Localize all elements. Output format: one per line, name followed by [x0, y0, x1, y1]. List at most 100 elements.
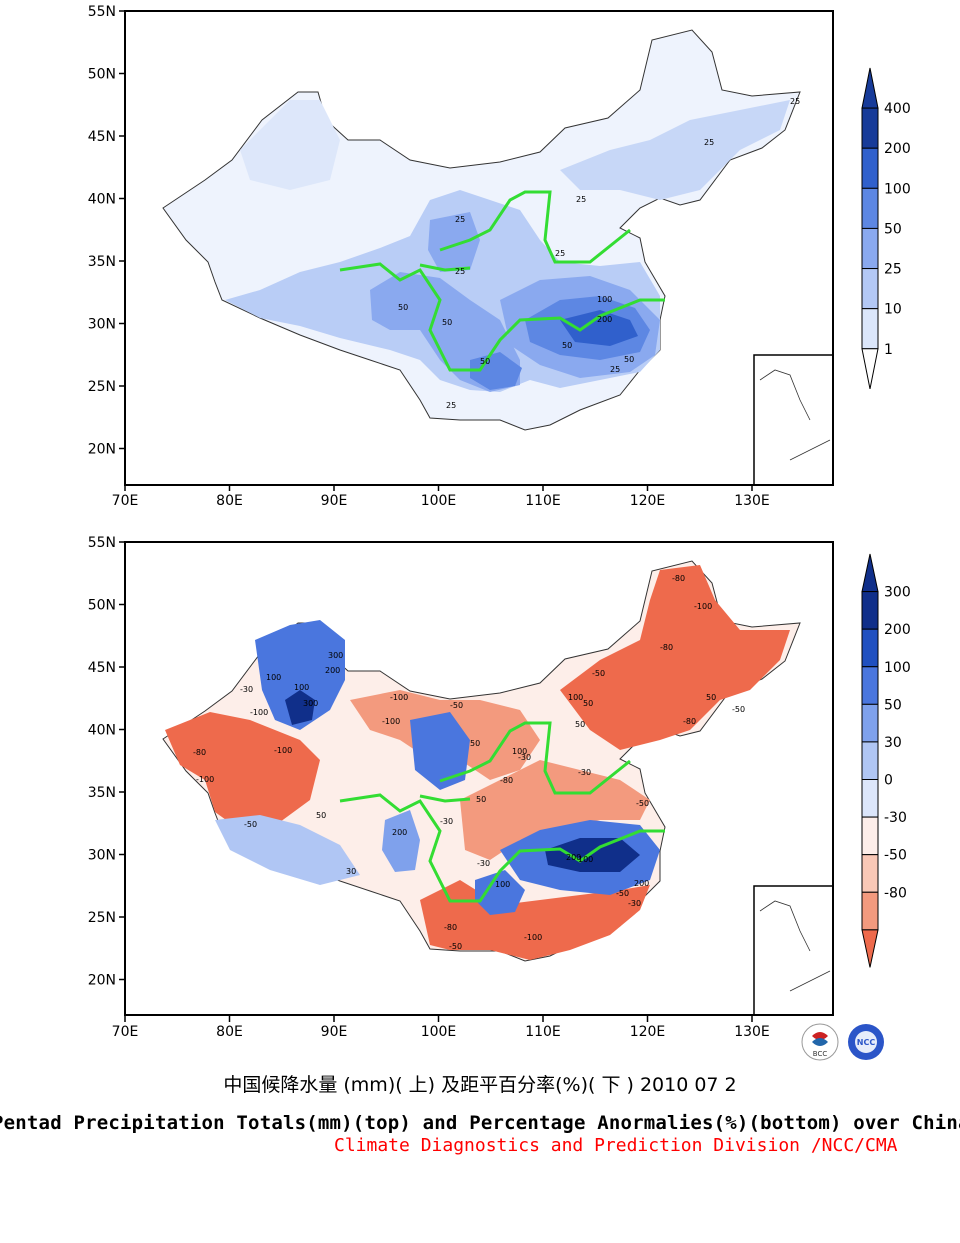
lon-label: 130E [734, 493, 770, 509]
contour-label: 200 [325, 666, 340, 675]
anomaly-neg-west [165, 712, 320, 830]
lat-label: 50N [88, 598, 116, 614]
colorbar-swatch [861, 854, 879, 893]
lat-label: 20N [88, 442, 116, 458]
lat-label: 45N [88, 129, 116, 145]
english-caption: Pentad Precipitation Totals(mm)(top) and… [0, 1112, 960, 1134]
lon-label: 100E [421, 1024, 457, 1040]
lon-label: 70E [112, 493, 139, 509]
precip-50-100-south [470, 352, 522, 390]
division-caption: Climate Diagnostics and Prediction Divis… [334, 1135, 898, 1156]
contour-label: -30 [578, 768, 591, 777]
contour-label: -30 [628, 899, 641, 908]
contour-label: 50 [442, 318, 452, 327]
colorbar-label: -80 [884, 885, 907, 901]
colorbar-swatch [861, 779, 879, 818]
anomaly-neg-northeast [560, 565, 790, 750]
precipitation-colorbar: 400 200 100 50 25 10 1 [861, 67, 911, 389]
contour-label: -100 [196, 775, 214, 784]
colorbar-label: 10 [884, 302, 902, 318]
contour-label: 200 [597, 315, 612, 324]
colorbar-swatch [861, 591, 879, 630]
contour-label: 50 [476, 795, 486, 804]
latitude-axis: 55N 50N 45N 40N 35N 30N 25N 20N [88, 535, 125, 989]
contour-label: 100 [495, 880, 510, 889]
colorbar-label: 50 [884, 697, 902, 713]
contour-label: 100 [578, 855, 593, 864]
contour-label: 100 [266, 673, 281, 682]
contour-label: 50 [575, 720, 585, 729]
colorbar-swatch [861, 187, 879, 229]
colorbar-swatch [861, 268, 879, 310]
colorbar-label: 30 [884, 735, 902, 751]
colorbar-label: 25 [884, 262, 902, 278]
lon-label: 110E [525, 493, 561, 509]
anomaly-pos-south [475, 870, 525, 915]
anomaly-map: -80 -100 -80 -50 100 300 200 -30 -100 -1… [88, 535, 911, 1040]
contour-label: -80 [193, 748, 206, 757]
colorbar-swatch [861, 703, 879, 743]
contour-label: -30 [240, 685, 253, 694]
contour-label: -50 [616, 889, 629, 898]
lat-label: 30N [88, 317, 116, 333]
lat-label: 25N [88, 379, 116, 395]
contour-label: 50 [316, 811, 326, 820]
colorbar-swatch [861, 666, 879, 705]
precip-1-10-nw [240, 100, 340, 190]
lon-label: 80E [216, 1024, 243, 1040]
contour-label: 25 [704, 138, 714, 147]
contour-label: 50 [470, 739, 480, 748]
contour-label: 50 [480, 357, 490, 366]
latitude-axis: 55N 50N 45N 40N 35N 30N 25N 20N [88, 4, 125, 458]
contour-label: -100 [382, 717, 400, 726]
lon-label: 90E [321, 1024, 348, 1040]
lat-label: 55N [88, 4, 116, 20]
colorbar-arrow-bottom [861, 929, 879, 968]
contour-label: -50 [636, 799, 649, 808]
contour-label: 50 [624, 355, 634, 364]
lon-label: 70E [112, 1024, 139, 1040]
lat-label: 55N [88, 535, 116, 551]
colorbar-swatch [861, 628, 879, 668]
inset-coastline [759, 369, 831, 461]
colorbar-label: 300 [884, 585, 911, 601]
lon-label: 110E [525, 1024, 561, 1040]
colorbar-label: 200 [884, 141, 911, 157]
anomaly-pos-northwest-core [285, 690, 315, 725]
contour-label: -80 [444, 923, 457, 932]
colorbar-label: 100 [884, 660, 911, 676]
contour-labels: 25 25 25 25 25 25 50 50 50 50 100 200 50… [398, 97, 800, 410]
chinese-caption: 中国候降水量 (mm)( 上) 及距平百分率(%)( 下 ) 2010 07 2 [223, 1074, 737, 1096]
contour-label: -50 [732, 705, 745, 714]
contour-label: 50 [706, 693, 716, 702]
precipitation-map: 25 25 25 25 25 25 50 50 50 50 100 200 50… [88, 4, 911, 509]
contour-label: -100 [250, 708, 268, 717]
contour-label: 200 [634, 879, 649, 888]
lon-label: 130E [734, 1024, 770, 1040]
contour-label: 50 [562, 341, 572, 350]
south-china-sea-inset [753, 354, 834, 486]
contour-label: 300 [328, 651, 343, 660]
colorbar-arrow-top [861, 553, 879, 593]
anomaly-pos-west [215, 815, 360, 885]
contour-label: -30 [440, 817, 453, 826]
contour-label: -100 [390, 693, 408, 702]
contour-label: -50 [592, 669, 605, 678]
contour-label: -30 [477, 859, 490, 868]
lat-label: 40N [88, 192, 116, 208]
contour-label: -100 [694, 602, 712, 611]
contour-label: 100 [597, 295, 612, 304]
colorbar-arrow-top [861, 67, 879, 109]
colorbar-arrow-bottom [861, 348, 879, 389]
contour-label: 25 [455, 215, 465, 224]
bcc-logo-icon: BCC [801, 1023, 839, 1061]
contour-label: 50 [583, 699, 593, 708]
colorbar-label: 100 [884, 181, 911, 197]
map-frame [124, 10, 834, 486]
lon-label: 120E [630, 493, 666, 509]
rivers [339, 190, 665, 372]
lon-label: 120E [630, 1024, 666, 1040]
contour-label: -50 [449, 942, 462, 951]
colorbar-swatch [861, 147, 879, 189]
